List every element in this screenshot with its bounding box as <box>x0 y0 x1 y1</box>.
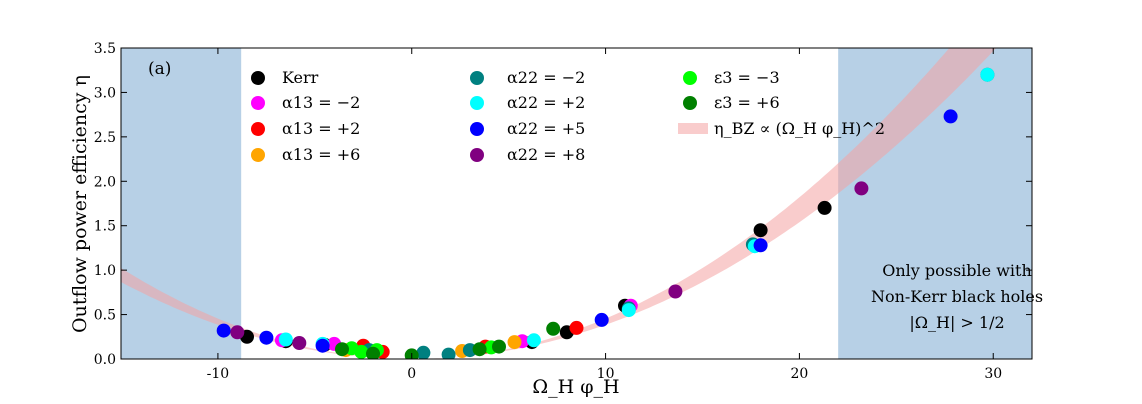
data-point <box>366 346 380 359</box>
legend-label-kerr: Kerr <box>282 68 319 87</box>
data-point <box>507 335 522 350</box>
panel-label: (a) <box>148 59 171 79</box>
data-points <box>216 67 995 359</box>
data-point <box>259 330 274 345</box>
y-tick-label: 1.0 <box>94 263 116 279</box>
data-point <box>315 338 330 353</box>
annotation-line-1: Only possible with <box>882 261 1032 280</box>
legend-marker-eps3-p6 <box>683 96 697 110</box>
y-tick-label: 3.0 <box>94 85 116 101</box>
data-point <box>621 303 636 318</box>
data-point <box>278 332 293 347</box>
legend-label-bz-band: η_BZ ∝ (Ω_H φ_H)^2 <box>714 119 885 138</box>
x-tick-label: -10 <box>207 366 230 382</box>
data-point <box>980 67 995 82</box>
x-tick-label: 0 <box>407 366 416 382</box>
legend-label-eps3-m3: ε3 = −3 <box>714 68 780 87</box>
x-tick-label: 20 <box>790 366 808 382</box>
legend-marker-alpha13-m2 <box>251 96 265 110</box>
series-22-8 <box>230 181 869 350</box>
non-kerr-region-left <box>121 48 242 359</box>
y-tick-label: 2.0 <box>94 174 116 190</box>
legend-label-alpha13-m2: α13 = −2 <box>282 93 360 112</box>
legend-marker-alpha22-p5 <box>470 122 484 136</box>
data-point <box>668 284 683 299</box>
legend-marker-alpha13-p6 <box>251 148 265 162</box>
legend: Kerr α13 = −2 α13 = +2 α13 = +6 α22 = −2… <box>251 68 885 164</box>
x-tick-label: 10 <box>597 366 615 382</box>
y-tick-label: 3.5 <box>94 41 116 57</box>
data-point <box>753 238 768 253</box>
legend-marker-alpha22-p2 <box>470 96 484 110</box>
legend-label-eps3-p6: ε3 = +6 <box>714 93 780 112</box>
legend-label-alpha22-p8: α22 = +8 <box>507 145 585 164</box>
data-point <box>854 181 869 196</box>
annotation-line-3: |Ω_H| > 1/2 <box>909 313 1004 332</box>
series-22-5 <box>216 109 958 353</box>
annotation-line-2: Non-Kerr black holes <box>871 287 1043 306</box>
legend-label-alpha13-p2: α13 = +2 <box>282 119 360 138</box>
data-point <box>594 312 609 327</box>
data-point <box>492 339 506 354</box>
legend-label-alpha22-m2: α22 = −2 <box>507 68 585 87</box>
y-tick-label: 0.5 <box>94 308 116 324</box>
legend-swatch-bz-band <box>678 123 708 134</box>
data-point <box>216 323 231 338</box>
data-point <box>569 320 584 335</box>
non-kerr-annotation: Only possible with Non-Kerr black holes … <box>871 261 1043 332</box>
data-point <box>526 333 541 348</box>
axis-ticks: -10 0 10 20 30 0.0 0.5 1.0 1.5 2.0 2.5 3.0 3.5 <box>94 41 1032 382</box>
data-point <box>292 336 307 350</box>
data-point <box>546 321 561 336</box>
y-tick-label: 2.5 <box>94 130 116 146</box>
series-kerr <box>240 200 832 352</box>
x-axis-title: Ω_H φ_H <box>532 376 619 398</box>
data-point <box>472 342 487 357</box>
data-point <box>335 342 349 357</box>
legend-label-alpha22-p5: α22 = +5 <box>507 119 585 138</box>
data-point <box>441 347 456 359</box>
y-tick-label: 1.5 <box>94 219 116 235</box>
data-point <box>354 344 369 359</box>
legend-marker-alpha22-m2 <box>470 71 484 85</box>
y-tick-label: 0.0 <box>94 352 116 368</box>
x-tick-label: 30 <box>984 366 1002 382</box>
legend-label-alpha13-p6: α13 = +6 <box>282 145 360 164</box>
y-axis-title: Outflow power efficiency η <box>69 75 91 333</box>
legend-marker-eps3-m3 <box>683 71 697 85</box>
data-point <box>817 200 832 215</box>
legend-marker-alpha22-p8 <box>470 148 484 162</box>
series-3-6 <box>335 321 561 359</box>
data-point <box>230 325 245 340</box>
legend-marker-kerr <box>251 71 265 85</box>
data-point <box>943 109 958 124</box>
legend-marker-alpha13-p2 <box>251 122 265 136</box>
data-point <box>753 223 768 238</box>
legend-label-alpha22-p2: α22 = +2 <box>507 93 585 112</box>
plot-frame <box>120 47 1033 360</box>
data-point <box>416 345 431 359</box>
